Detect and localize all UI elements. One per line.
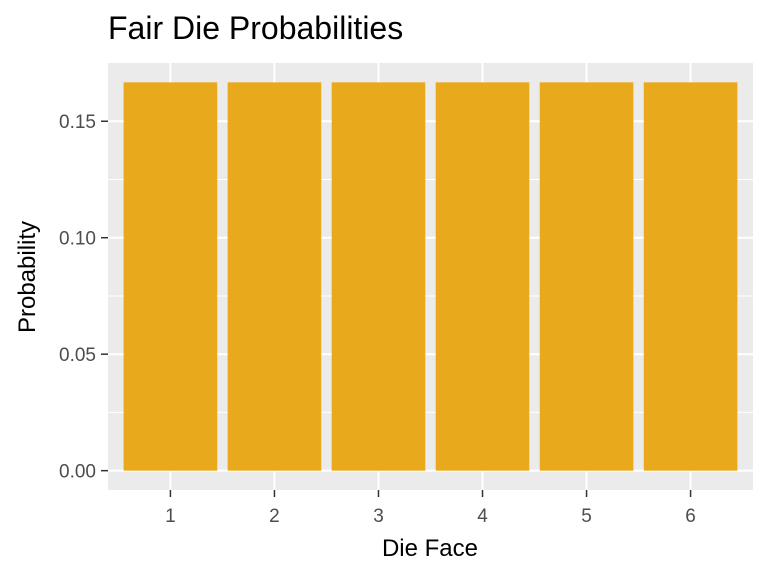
chart-title: Fair Die Probabilities (108, 10, 403, 46)
x-tick-label: 6 (685, 506, 696, 527)
bar-face-2 (227, 82, 322, 471)
y-tick-label: 0.00 (59, 462, 96, 483)
x-tick-label: 1 (165, 506, 176, 527)
y-axis-title: Probability (14, 221, 41, 333)
axes: 0.00 0.05 0.10 0.15 1 2 3 4 5 6 (59, 112, 696, 527)
y-tick-label: 0.05 (59, 345, 96, 366)
x-tick-label: 5 (581, 506, 592, 527)
y-tick-label: 0.15 (59, 112, 96, 133)
bar-face-3 (331, 82, 426, 471)
y-tick-label: 0.10 (59, 229, 96, 250)
x-axis-title: Die Face (382, 535, 478, 562)
bar-face-6 (643, 82, 738, 471)
bar-face-5 (539, 82, 634, 471)
bar-face-4 (435, 82, 530, 471)
x-tick-label: 2 (269, 506, 280, 527)
x-tick-label: 4 (477, 506, 488, 527)
bar-face-1 (123, 82, 218, 471)
bars (123, 82, 738, 471)
x-tick-label: 3 (373, 506, 384, 527)
